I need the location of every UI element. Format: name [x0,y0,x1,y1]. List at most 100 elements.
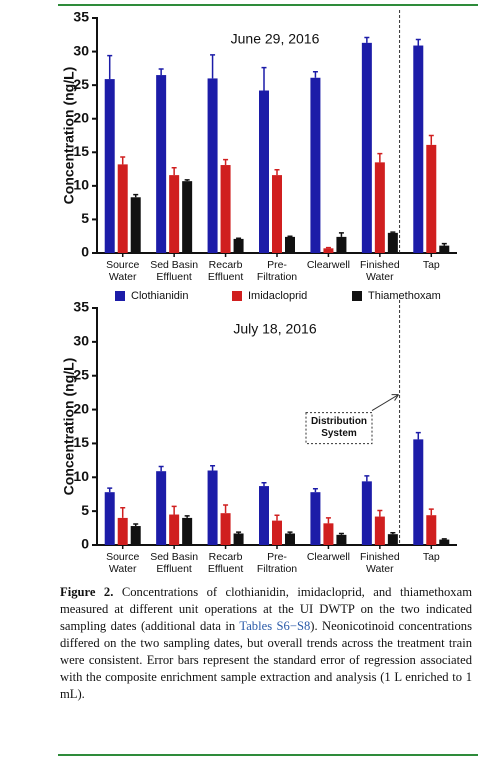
bar [130,526,141,545]
x-tick-label: Clearwell [307,551,350,563]
annotation: Distribution [311,416,367,427]
bar [182,181,193,253]
caption-link[interactable]: Tables S6−S8 [239,619,311,633]
bar [169,175,180,253]
annotation-box [305,412,373,445]
y-tick-label: 20 [73,109,89,125]
bar [285,533,295,545]
error-bar [158,465,164,472]
bar [439,245,450,253]
bottom-rule [58,754,478,756]
error-bar [312,70,318,78]
bar [207,78,218,253]
error-bar [184,515,190,518]
x-tick-label: Effluent [208,271,243,283]
bar [104,79,115,253]
error-bar [171,166,177,176]
x-tick-label: Sed Basin [150,551,198,563]
error-bar [210,465,216,471]
error-bar [133,193,139,198]
error-bar [287,235,293,237]
y-tick-label: 30 [73,42,89,58]
error-bar [107,487,113,493]
annotation: System [321,428,357,439]
error-bar [415,431,421,440]
x-tick-label: Source [106,551,139,563]
x-tick-label: Finished [360,551,400,563]
legend-label: Imidacloprid [248,290,307,302]
x-tick-label: Effluent [156,563,191,575]
y-tick-label: 0 [81,244,89,260]
bar [426,515,437,545]
x-tick-label: Recarb [209,259,243,271]
error-bar [261,66,267,91]
y-tick-label: 20 [73,400,89,416]
error-bar [325,246,331,249]
x-tick-label: Effluent [208,563,243,575]
y-tick-label: 25 [73,76,89,92]
error-bar [338,232,344,237]
error-bar [415,38,421,46]
y-tick-label: 35 [73,299,89,315]
bar [413,45,424,254]
error-bar [120,156,126,165]
bar [233,238,244,253]
bar [156,471,167,545]
x-tick-label: Tap [423,259,440,271]
error-bar [236,531,242,534]
bar [310,492,321,545]
bar [323,248,334,253]
chart-title: July 18, 2016 [233,321,316,337]
x-tick-label: Recarb [209,551,243,563]
error-bar [338,532,344,535]
x-tick-label: Effluent [156,271,191,283]
x-tick-label: Finished [360,259,400,271]
error-bar [107,54,113,80]
legend-swatch [352,291,362,301]
y-tick-label: 25 [73,366,89,382]
error-bar [223,158,229,166]
error-bar [325,517,331,524]
bar [220,513,231,545]
bar [361,42,372,253]
legend-label: Thiamethoxam [368,290,441,302]
bar [156,75,167,253]
error-bar [390,532,396,535]
error-bar [120,507,126,518]
annotation-arrow [371,394,399,411]
error-bar [312,488,318,493]
y-axis-label: Concentration (ng/L) [61,67,77,205]
error-bar [377,509,383,517]
chart-title: June 29, 2016 [231,31,320,47]
legend-swatch [232,291,242,301]
error-bar [236,237,242,239]
bar [387,534,398,545]
legend-label: Clothianidin [131,290,188,302]
caption-label: Figure 2. [60,585,114,599]
x-tick-label: Source [106,259,139,271]
x-tick-label: Tap [423,551,440,563]
error-bar [261,481,267,487]
bar [182,517,193,545]
x-tick-label: Water [109,271,137,283]
x-tick-label: Water [109,563,137,575]
bar [272,520,282,545]
error-bar [428,508,434,516]
bar [413,439,424,545]
bar [259,90,269,253]
error-bar [210,54,216,79]
y-axis-label: Concentration (ng/L) [61,358,77,496]
bar [220,165,231,253]
bar [207,470,218,545]
bar [169,514,180,545]
error-bar [377,152,383,163]
bar [439,539,450,545]
y-tick-label: 35 [73,9,89,25]
x-tick-label: Filtration [257,563,297,575]
bar [374,162,385,253]
error-bar [274,514,280,521]
error-bar [133,523,139,527]
bar [259,486,269,545]
